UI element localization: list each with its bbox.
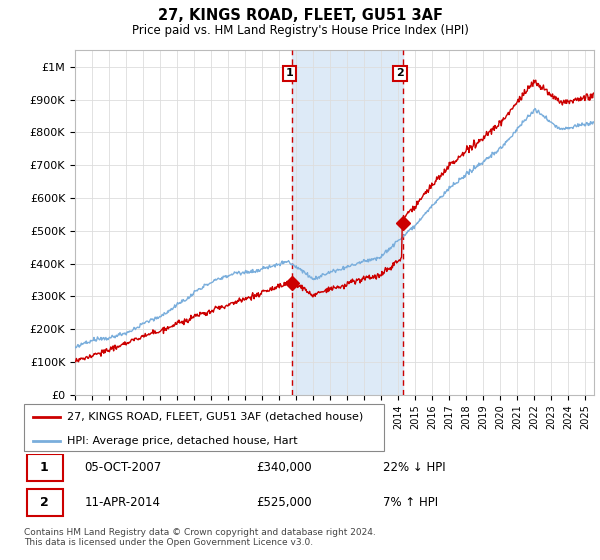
Bar (292, 50, 403, 395)
Text: 1: 1 (40, 461, 49, 474)
Text: 1: 1 (286, 68, 293, 78)
Text: 05-OCT-2007: 05-OCT-2007 (85, 461, 162, 474)
Text: 27, KINGS ROAD, FLEET, GU51 3AF (detached house): 27, KINGS ROAD, FLEET, GU51 3AF (detache… (67, 412, 364, 422)
Bar (27, 454, 62, 481)
Text: 2: 2 (396, 68, 404, 78)
Bar (27, 489, 62, 516)
Text: 11-APR-2014: 11-APR-2014 (85, 496, 161, 509)
Text: Contains HM Land Registry data © Crown copyright and database right 2024.
This d: Contains HM Land Registry data © Crown c… (24, 528, 376, 547)
Text: £525,000: £525,000 (256, 496, 311, 509)
Text: 22% ↓ HPI: 22% ↓ HPI (383, 461, 445, 474)
Text: Price paid vs. HM Land Registry's House Price Index (HPI): Price paid vs. HM Land Registry's House … (131, 24, 469, 36)
Text: 2: 2 (40, 496, 49, 509)
Text: HPI: Average price, detached house, Hart: HPI: Average price, detached house, Hart (67, 436, 298, 446)
Text: £340,000: £340,000 (256, 461, 311, 474)
Text: 7% ↑ HPI: 7% ↑ HPI (383, 496, 438, 509)
Text: 27, KINGS ROAD, FLEET, GU51 3AF: 27, KINGS ROAD, FLEET, GU51 3AF (157, 8, 443, 24)
